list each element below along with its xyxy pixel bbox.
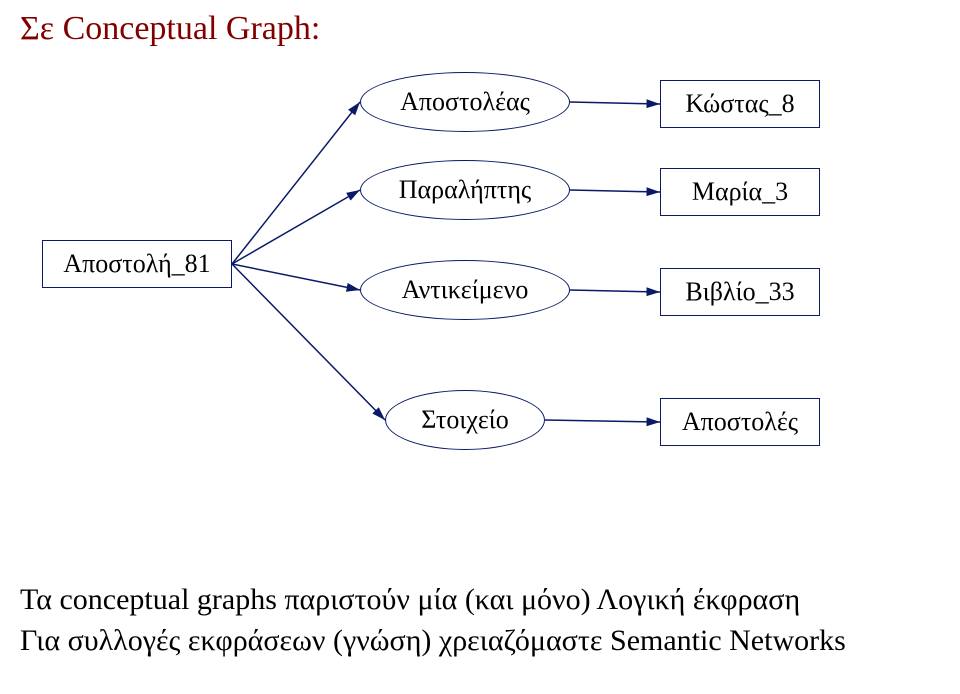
relation-object: Αντικείμενο [360, 260, 570, 320]
target-sender: Κώστας_8 [660, 80, 820, 128]
relation-object-label: Αντικείμενο [402, 275, 529, 305]
body-text-line1: Τα conceptual graphs παριστούν μία (και … [20, 580, 846, 621]
relation-receiver-label: Παραλήπτης [399, 175, 531, 205]
relation-sender: Αποστολέας [360, 72, 570, 132]
target-sender-label: Κώστας_8 [685, 89, 794, 119]
diagram-canvas: Σε Conceptual Graph: Αποστολή_81 Αποστολ… [0, 0, 960, 694]
target-element-label: Αποστολές [682, 407, 798, 437]
target-receiver: Μαρία_3 [660, 168, 820, 216]
target-receiver-label: Μαρία_3 [692, 177, 788, 207]
page-title: Σε Conceptual Graph: [20, 10, 320, 48]
target-object: Βιβλίο_33 [660, 268, 820, 316]
node-source-label: Αποστολή_81 [63, 249, 210, 279]
relation-sender-label: Αποστολέας [400, 87, 530, 117]
relation-receiver: Παραλήπτης [360, 160, 570, 220]
body-text: Τα conceptual graphs παριστούν μία (και … [20, 580, 846, 661]
target-object-label: Βιβλίο_33 [685, 277, 794, 307]
node-source: Αποστολή_81 [42, 240, 232, 288]
relation-element-label: Στοιχείο [421, 405, 509, 435]
relation-element: Στοιχείο [385, 390, 545, 450]
target-element: Αποστολές [660, 398, 820, 446]
body-text-line2: Για συλλογές εκφράσεων (γνώση) χρειαζόμα… [20, 621, 846, 662]
